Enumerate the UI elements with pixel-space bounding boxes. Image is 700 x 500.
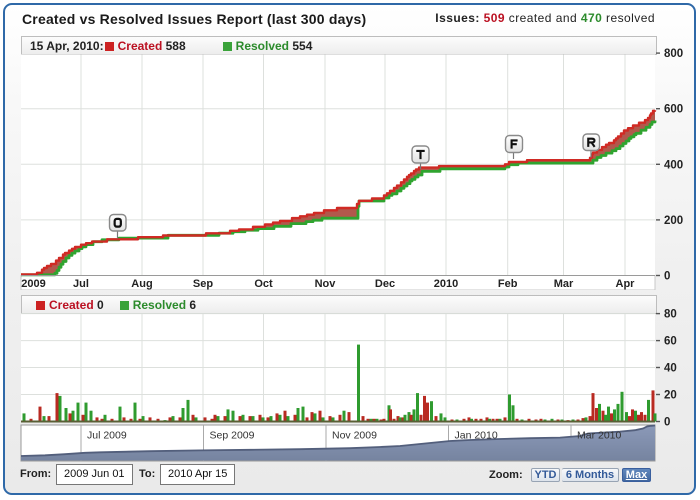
svg-text:40: 40 — [664, 363, 677, 375]
svg-text:Jul 2009: Jul 2009 — [87, 430, 127, 442]
svg-text:60: 60 — [664, 336, 677, 348]
svg-text:Jul: Jul — [73, 278, 89, 290]
svg-text:400: 400 — [664, 159, 683, 171]
svg-text:Sep: Sep — [193, 278, 213, 290]
svg-text:Dec: Dec — [375, 278, 395, 290]
svg-text:0: 0 — [664, 417, 670, 429]
svg-text:Jan 2010: Jan 2010 — [455, 430, 498, 442]
svg-text:200: 200 — [664, 215, 683, 227]
svg-text:Sep 2009: Sep 2009 — [210, 430, 255, 442]
svg-text:Mar 2010: Mar 2010 — [577, 430, 622, 442]
svg-text:0: 0 — [664, 271, 670, 283]
svg-text:80: 80 — [664, 309, 677, 321]
svg-text:Aug: Aug — [131, 278, 152, 290]
svg-text:Mar: Mar — [554, 278, 574, 290]
svg-text:Feb: Feb — [498, 278, 518, 290]
svg-text:2009: 2009 — [21, 278, 45, 290]
svg-text:Nov: Nov — [315, 278, 337, 290]
svg-text:2010: 2010 — [434, 278, 458, 290]
svg-text:600: 600 — [664, 104, 683, 116]
svg-text:Oct: Oct — [254, 278, 273, 290]
svg-text:Apr: Apr — [616, 278, 636, 290]
svg-text:800: 800 — [664, 48, 683, 60]
svg-text:Nov 2009: Nov 2009 — [332, 430, 377, 442]
svg-text:20: 20 — [664, 390, 677, 402]
